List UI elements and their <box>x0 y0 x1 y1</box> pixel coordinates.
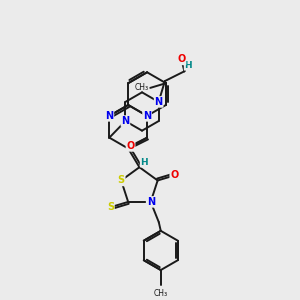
Text: N: N <box>143 111 151 121</box>
Text: S: S <box>118 176 125 185</box>
Text: N: N <box>122 116 130 126</box>
Text: O: O <box>170 170 178 181</box>
Text: N: N <box>147 197 155 207</box>
Text: CH₃: CH₃ <box>154 289 168 298</box>
Text: O: O <box>177 54 185 64</box>
Text: CH₃: CH₃ <box>134 83 148 92</box>
Text: N: N <box>154 97 163 107</box>
Text: H: H <box>141 158 148 167</box>
Text: S: S <box>107 202 114 212</box>
Text: N: N <box>105 111 113 121</box>
Text: H: H <box>184 61 192 70</box>
Text: O: O <box>126 141 135 151</box>
